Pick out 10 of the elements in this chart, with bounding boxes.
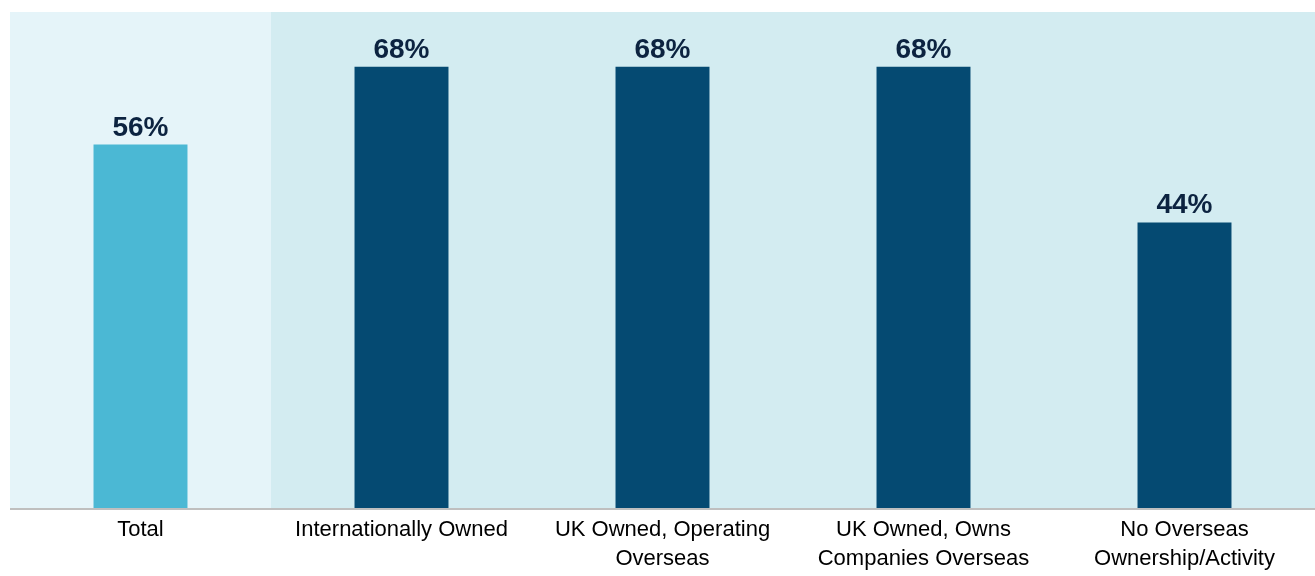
data-label: 44%	[1156, 188, 1213, 220]
x-tick-label: No Overseas Ownership/Activity	[1094, 516, 1275, 570]
x-tick-label: UK Owned, Owns Companies Overseas	[817, 516, 1030, 570]
x-tick-label: Total	[117, 516, 164, 542]
data-label: 68%	[895, 32, 952, 64]
data-label: 68%	[373, 32, 430, 64]
data-label: 68%	[634, 32, 691, 64]
x-tick-label: Internationally Owned	[295, 516, 508, 542]
data-label: 56%	[112, 110, 169, 142]
x-tick-label: UK Owned, Operating Overseas	[554, 516, 771, 570]
